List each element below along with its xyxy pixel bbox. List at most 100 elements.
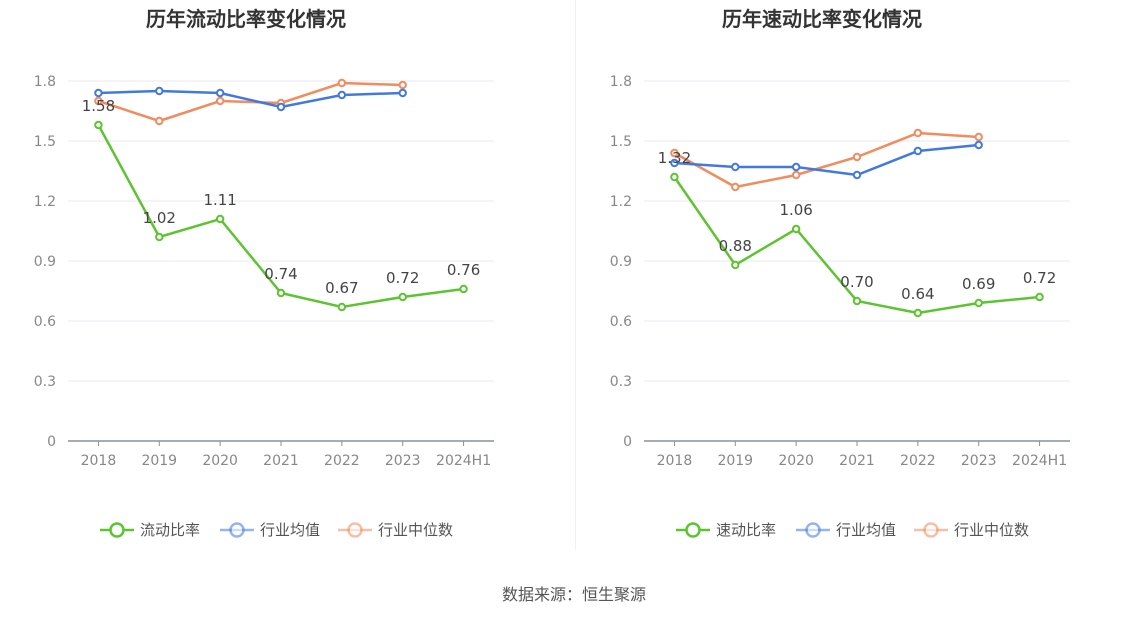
data-point [731, 162, 740, 172]
data-label: 0.67 [325, 279, 358, 297]
y-tick-label: 0.9 [610, 254, 632, 270]
data-point [94, 88, 103, 98]
series-line [98, 89, 403, 109]
quick-ratio-chart-svg: 历年速动比率变化情况 0 0.3 0.6 0.9 1.2 1.5 1.8 2018 2019 202… [610, 7, 1070, 539]
data-point [155, 86, 164, 96]
data-point [155, 116, 164, 126]
data-point [731, 182, 740, 192]
x-tick-label: 2022 [324, 453, 360, 469]
legend-label: 行业中位数 [378, 521, 453, 539]
data-point [337, 302, 347, 312]
data-point [215, 214, 225, 224]
data-point [670, 172, 679, 182]
data-source-note: 数据来源：恒生聚源 [501, 585, 646, 604]
data-point [337, 90, 347, 100]
legend-marker [347, 522, 363, 538]
y-tick-label: 0.9 [34, 254, 56, 270]
y-tick-label: 1.2 [34, 194, 56, 210]
x-tick-label: 2018 [657, 453, 693, 469]
data-point [974, 140, 983, 150]
data-point [852, 170, 862, 180]
y-tick-label: 0 [47, 434, 56, 450]
data-point [913, 146, 923, 156]
data-label: 1.02 [143, 209, 176, 227]
x-tick-label: 2019 [141, 453, 177, 469]
y-tick-label: 0.6 [610, 314, 632, 330]
data-point [276, 288, 286, 298]
legend-marker [685, 522, 701, 538]
data-point [974, 132, 983, 142]
x-tick-label: 2023 [961, 453, 997, 469]
x-tick-label: 2021 [263, 453, 299, 469]
y-tick-label: 0 [623, 434, 632, 450]
x-tick-label: 2022 [900, 453, 936, 469]
x-tick-label: 2020 [778, 453, 814, 469]
data-point [791, 162, 801, 172]
data-point [913, 128, 923, 138]
y-tick-label: 1.5 [34, 134, 56, 150]
data-point [670, 158, 679, 168]
data-point [974, 298, 983, 308]
legend-label: 行业均值 [836, 521, 896, 539]
x-tick-label: 2024H1 [436, 453, 491, 469]
x-tick-label: 2023 [385, 453, 421, 469]
legend-label: 流动比率 [140, 521, 200, 539]
y-tick-label: 1.5 [610, 134, 632, 150]
data-label: 0.72 [1023, 269, 1056, 287]
data-label: 1.06 [779, 201, 812, 219]
data-point [398, 80, 407, 90]
data-point [852, 152, 862, 162]
data-point [215, 96, 225, 106]
data-label: 0.72 [386, 269, 419, 287]
quick-ratio-chart: 历年速动比率变化情况 0 0.3 0.6 0.9 1.2 1.5 1.8 2018 2019 202… [576, 0, 1148, 550]
chart-title: 历年速动比率变化情况 [722, 7, 922, 31]
data-point [731, 260, 740, 270]
legend-marker [229, 522, 245, 538]
chart-divider [575, 0, 576, 550]
data-label: 1.32 [658, 149, 691, 167]
data-label: 1.11 [203, 191, 236, 209]
data-label: 1.58 [82, 97, 115, 115]
data-point [215, 88, 225, 98]
data-point [852, 296, 862, 306]
data-point [398, 88, 407, 98]
y-tick-label: 0.6 [34, 314, 56, 330]
legend-marker [109, 522, 125, 538]
data-point [670, 148, 679, 158]
data-point [1035, 292, 1044, 302]
data-point [337, 78, 347, 88]
legend-label: 行业均值 [260, 521, 320, 539]
data-label: 0.64 [901, 285, 934, 303]
x-tick-label: 2018 [81, 453, 117, 469]
data-label: 0.69 [962, 275, 995, 293]
legend-marker [923, 522, 939, 538]
current-ratio-chart-svg: 历年流动比率变化情况 0 0.3 0.6 0.9 1.2 1.5 1.8 2018 2019 202… [34, 7, 494, 539]
x-tick-label: 2021 [839, 453, 875, 469]
series-line [98, 81, 403, 123]
data-point [913, 308, 923, 318]
legend-label: 速动比率 [716, 521, 776, 539]
x-tick-label: 2024H1 [1012, 453, 1067, 469]
data-point [459, 284, 468, 294]
data-point [398, 292, 407, 302]
data-point [276, 102, 286, 112]
data-point [791, 224, 801, 234]
data-point [94, 120, 103, 130]
data-point [94, 96, 103, 106]
x-tick-label: 2019 [717, 453, 753, 469]
y-tick-label: 1.2 [610, 194, 632, 210]
y-tick-label: 0.3 [610, 374, 632, 390]
x-tick-label: 2020 [202, 453, 238, 469]
current-ratio-chart: 历年流动比率变化情况 0 0.3 0.6 0.9 1.2 1.5 1.8 2018 2019 202… [0, 0, 574, 550]
chart-title: 历年流动比率变化情况 [146, 7, 346, 31]
data-label: 0.74 [264, 265, 297, 283]
data-point [155, 232, 164, 242]
y-tick-label: 0.3 [34, 374, 56, 390]
y-tick-label: 1.8 [34, 74, 56, 90]
y-tick-label: 1.8 [610, 74, 632, 90]
data-label: 0.76 [447, 261, 480, 279]
data-label: 0.70 [840, 273, 873, 291]
data-label: 0.88 [719, 237, 752, 255]
legend-label: 行业中位数 [954, 521, 1029, 539]
series-line [674, 143, 979, 177]
